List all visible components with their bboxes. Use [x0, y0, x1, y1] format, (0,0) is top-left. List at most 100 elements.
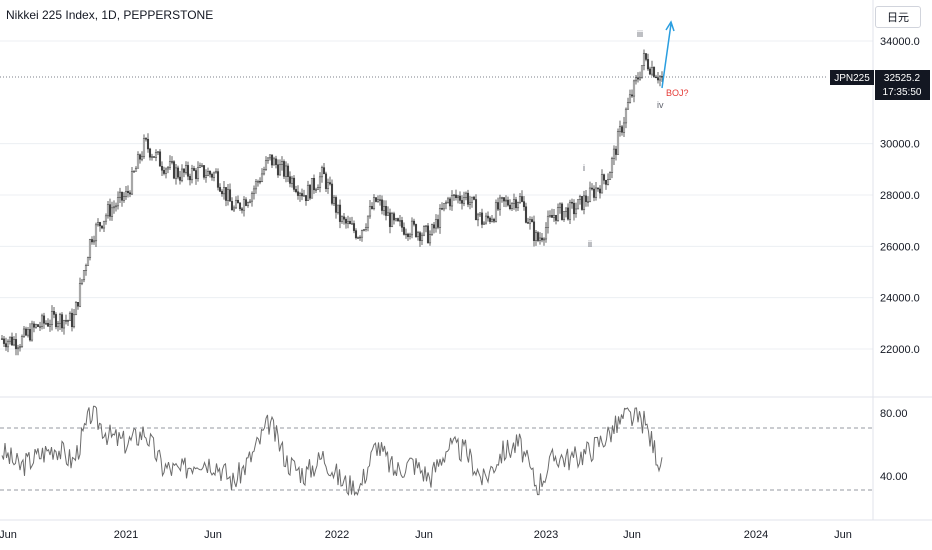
candle [392, 211, 396, 225]
candle [118, 187, 122, 204]
candle [184, 161, 188, 175]
candle [512, 193, 516, 210]
candle [104, 213, 108, 225]
candle [636, 72, 640, 83]
candle [484, 212, 488, 225]
candle [338, 199, 342, 229]
candle [320, 165, 324, 183]
candle [346, 215, 350, 229]
candle [520, 190, 524, 203]
candle [546, 210, 550, 234]
candle [336, 204, 340, 215]
candle [282, 159, 286, 179]
candle [166, 165, 170, 174]
candle [622, 117, 626, 138]
price-axis-ticks: 34000.0 30000.0 28000.0 26000.0 24000.0 22000… [880, 36, 920, 356]
candle [648, 66, 652, 76]
candle [70, 308, 74, 332]
candle [234, 196, 238, 209]
candle [416, 230, 420, 241]
candle [556, 203, 560, 222]
candle [236, 195, 240, 204]
candle [264, 156, 268, 171]
candle [656, 72, 660, 84]
candle [634, 75, 638, 85]
candle [60, 312, 64, 332]
candle [84, 263, 88, 276]
candle [582, 190, 586, 215]
candle [272, 156, 276, 166]
candle [446, 196, 450, 204]
candle [132, 170, 136, 173]
candle [58, 312, 62, 331]
candle [478, 212, 482, 217]
candle [448, 196, 452, 211]
candle [14, 333, 18, 356]
candle [496, 197, 500, 212]
candle [480, 208, 484, 229]
candle [552, 209, 556, 222]
candle [408, 232, 412, 240]
candle [298, 191, 302, 202]
candle [560, 202, 564, 221]
candle [128, 190, 132, 198]
candle [312, 174, 316, 194]
candle [386, 206, 390, 216]
candle [102, 220, 106, 233]
candle [630, 89, 634, 98]
candle [628, 89, 632, 104]
candle [574, 202, 578, 218]
candle [158, 149, 162, 167]
candle [18, 343, 22, 352]
candle [300, 188, 304, 201]
candle [644, 53, 648, 62]
wave-label-iii: iii [637, 29, 643, 39]
candle [612, 145, 616, 166]
countdown-text: 17:35:50 [883, 87, 922, 98]
candle [538, 232, 542, 245]
candle [318, 172, 322, 193]
candle [640, 65, 644, 79]
candle [488, 216, 492, 225]
candle [530, 216, 534, 223]
candle [200, 163, 204, 168]
time-tick-label: Jun [623, 529, 641, 541]
candle [262, 166, 266, 176]
price-tick-label: 24000.0 [880, 293, 920, 305]
rsi-tick-label: 40.00 [880, 471, 908, 483]
candle [126, 185, 130, 198]
time-tick-label: 2024 [744, 529, 768, 541]
candle [328, 176, 332, 186]
currency-button[interactable]: 日元 [875, 6, 921, 28]
candle [226, 183, 230, 206]
candle [288, 171, 292, 188]
candle [202, 165, 206, 180]
candle [440, 202, 444, 211]
candle [450, 190, 454, 211]
candle [498, 194, 502, 216]
candle [26, 327, 30, 338]
projection-arrow[interactable] [661, 20, 675, 89]
candle [332, 195, 336, 206]
candle [542, 237, 546, 246]
candle [462, 191, 466, 207]
candle [220, 189, 224, 197]
candle [514, 196, 518, 212]
candle [378, 194, 382, 206]
time-axis-ticks: Jun 2021 Jun 2022 Jun 2023 Jun 2024 Jun [0, 529, 852, 541]
time-tick-label: 2022 [325, 529, 349, 541]
candle [358, 235, 362, 241]
candle [418, 231, 422, 247]
candle [356, 236, 360, 239]
candle [434, 214, 438, 233]
candle [142, 134, 146, 159]
candle [400, 216, 404, 232]
candle [164, 167, 168, 179]
candle [562, 211, 566, 222]
candle [458, 191, 462, 204]
candle [444, 200, 448, 210]
candle [210, 172, 214, 181]
candle [584, 190, 588, 207]
candle [660, 71, 664, 82]
